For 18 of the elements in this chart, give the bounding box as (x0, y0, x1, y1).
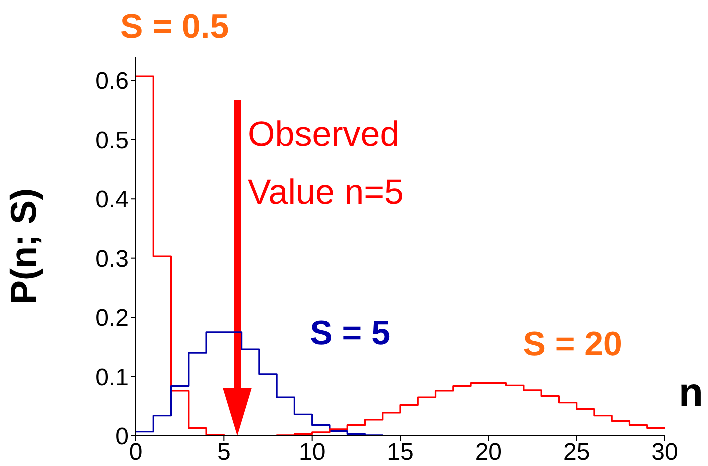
annotation: Observed Value n=5 (248, 114, 406, 214)
y-tick-label: 0.1 (96, 364, 129, 392)
x-tick-label: 10 (298, 439, 326, 466)
x-tick-label: 30 (652, 439, 678, 466)
series-label: S = 20 (523, 325, 622, 364)
y-axis-title: P(n; S) (3, 188, 44, 304)
y-tick-label: 0.6 (96, 68, 129, 96)
x-axis-title: n (679, 371, 704, 415)
series-label: S = 5 (310, 314, 391, 352)
y-tick-label: 0.4 (96, 186, 129, 214)
x-tick-label: 5 (217, 439, 231, 466)
y-tick-label: 0.5 (96, 127, 129, 154)
x-tick-label: 25 (563, 439, 590, 466)
x-tick-label: 15 (387, 439, 414, 466)
y-tick-label: 0.3 (96, 246, 129, 273)
y-tick-label: 0.2 (96, 305, 129, 332)
series-label: S = 0.5 (120, 8, 230, 46)
x-tick-label: 20 (475, 439, 502, 466)
